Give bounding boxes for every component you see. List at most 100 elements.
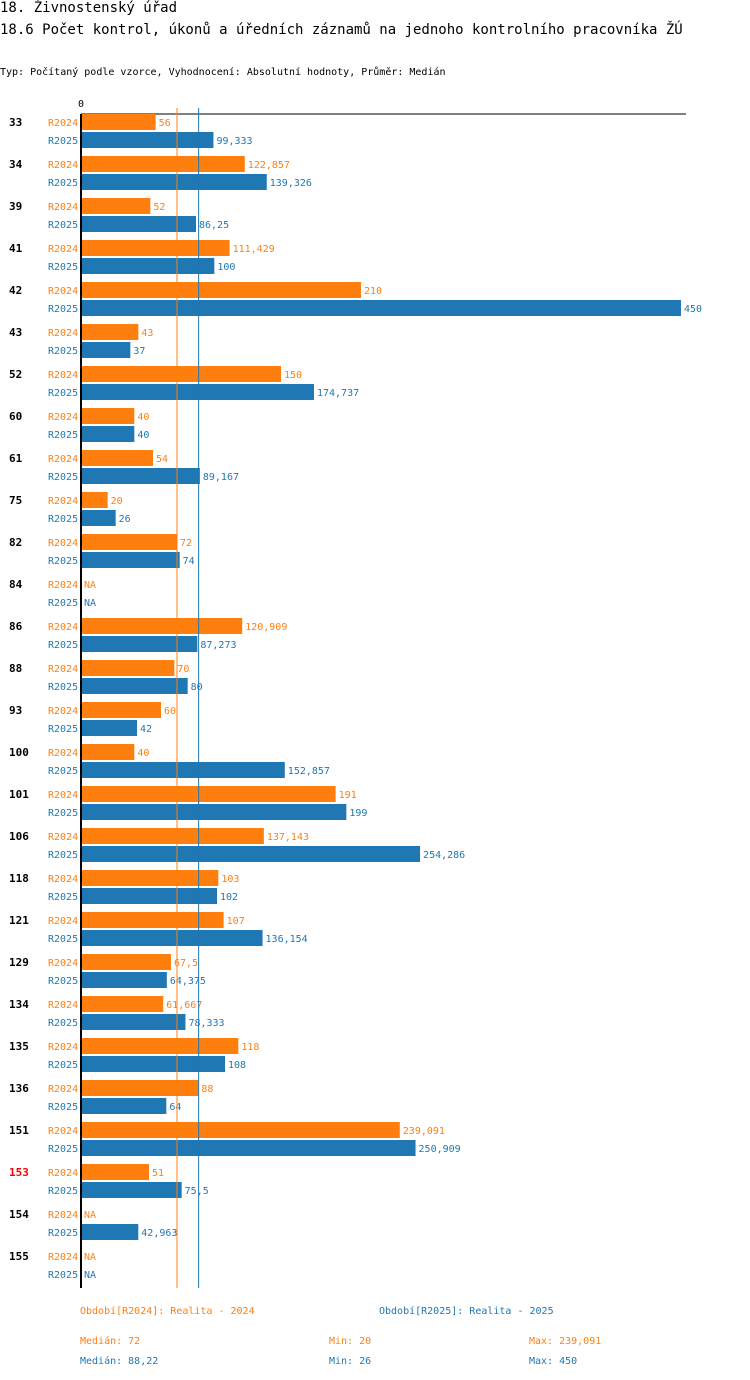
series-label-r2025: R2025: [48, 304, 78, 315]
bar-r2024: [81, 828, 264, 844]
series-label-r2025: R2025: [48, 514, 78, 525]
data-label-r2024: 88: [201, 1084, 213, 1095]
series-label-r2025: R2025: [48, 178, 78, 189]
data-label-r2025: 100: [217, 262, 235, 273]
series-label-r2024: R2024: [48, 160, 78, 171]
series-label-r2025: R2025: [48, 934, 78, 945]
series-label-r2025: R2025: [48, 598, 78, 609]
bar-r2025: [81, 1056, 225, 1072]
data-label-r2024: 51: [152, 1168, 164, 1179]
data-label-r2025: 199: [349, 808, 367, 819]
data-label-r2024: 52: [153, 202, 165, 213]
legend-r2024-period: Období[R2024]: Realita - 2024: [80, 1306, 255, 1317]
series-label-r2024: R2024: [48, 1000, 78, 1011]
bar-r2025: [81, 132, 214, 148]
category-label: 86: [9, 620, 23, 633]
axis-zero-tick-label: 0: [78, 99, 84, 110]
series-label-r2024: R2024: [48, 622, 78, 633]
bar-r2025: [81, 972, 167, 988]
series-label-r2025: R2025: [48, 724, 78, 735]
bar-r2025: [81, 342, 131, 358]
bar-r2024: [81, 324, 139, 340]
legend-r2024-max: Max: 239,091: [529, 1336, 602, 1347]
bar-r2024: [81, 744, 135, 760]
data-label-r2024: 118: [241, 1042, 259, 1053]
category-label: 88: [9, 662, 22, 675]
series-label-r2025: R2025: [48, 976, 78, 987]
bar-r2025: [81, 1098, 167, 1114]
legend-r2025-median: Medián: 88,22: [80, 1356, 159, 1367]
bar-r2024: [81, 618, 243, 634]
data-label-r2025: 87,273: [200, 640, 236, 651]
series-label-r2024: R2024: [48, 538, 78, 549]
series-label-r2024: R2024: [48, 664, 78, 675]
category-label: 151: [9, 1124, 29, 1137]
data-label-r2025: 26: [119, 514, 131, 525]
category-label: 42: [9, 284, 22, 297]
bar-r2025: [81, 846, 421, 862]
data-label-r2024: 107: [227, 916, 245, 927]
data-label-r2025: 64: [169, 1102, 181, 1113]
category-label: 39: [9, 200, 22, 213]
bar-r2025: [81, 510, 116, 526]
data-label-r2025: 86,25: [199, 220, 229, 231]
data-label-r2025: 37: [133, 346, 145, 357]
series-label-r2024: R2024: [48, 202, 78, 213]
data-label-r2025: NA: [84, 1270, 96, 1281]
report-title: 18. Živnostenský úřad: [0, 0, 178, 16]
series-label-r2024: R2024: [48, 244, 78, 255]
bar-r2025: [81, 426, 135, 442]
data-label-r2025: 108: [228, 1060, 246, 1071]
data-label-r2025: 78,333: [188, 1018, 224, 1029]
category-label: 93: [9, 704, 22, 717]
series-label-r2025: R2025: [48, 892, 78, 903]
bar-r2025: [81, 468, 200, 484]
data-label-r2024: 111,429: [233, 244, 275, 255]
bar-r2025: [81, 1014, 186, 1030]
series-label-r2024: R2024: [48, 958, 78, 969]
data-label-r2025: 64,375: [170, 976, 206, 987]
data-label-r2025: 99,333: [216, 136, 252, 147]
legend-r2025-period: Období[R2025]: Realita - 2025: [379, 1306, 554, 1317]
data-label-r2024: 60: [164, 706, 176, 717]
series-label-r2025: R2025: [48, 640, 78, 651]
series-label-r2025: R2025: [48, 850, 78, 861]
bar-r2025: [81, 636, 198, 652]
bar-r2025: [81, 678, 188, 694]
series-label-r2025: R2025: [48, 808, 78, 819]
bar-r2024: [81, 702, 161, 718]
category-label: 75: [9, 494, 22, 507]
bar-r2024: [81, 534, 177, 550]
category-label: 60: [9, 410, 22, 423]
category-label: 61: [9, 452, 23, 465]
series-label-r2025: R2025: [48, 1018, 78, 1029]
category-label: 118: [9, 872, 29, 885]
category-label: 134: [9, 998, 29, 1011]
bar-r2024: [81, 198, 151, 214]
data-label-r2025: 136,154: [266, 934, 308, 945]
series-label-r2025: R2025: [48, 430, 78, 441]
data-label-r2024: 43: [141, 328, 153, 339]
data-label-r2024: NA: [84, 1210, 96, 1221]
series-label-r2024: R2024: [48, 1168, 78, 1179]
data-label-r2024: 210: [364, 286, 382, 297]
bar-r2024: [81, 1164, 149, 1180]
category-label: 82: [9, 536, 22, 549]
data-label-r2025: 42,963: [141, 1228, 177, 1239]
bar-r2025: [81, 888, 217, 904]
category-label: 84: [9, 578, 23, 591]
bar-r2025: [81, 258, 215, 274]
legend-r2025-min: Min: 26: [329, 1356, 372, 1367]
category-label: 106: [9, 830, 29, 843]
series-label-r2025: R2025: [48, 1060, 78, 1071]
data-label-r2024: NA: [84, 1252, 96, 1263]
series-label-r2024: R2024: [48, 1042, 78, 1053]
bar-r2024: [81, 156, 245, 172]
series-label-r2024: R2024: [48, 706, 78, 717]
category-label: 100: [9, 746, 29, 759]
bar-r2024: [81, 114, 156, 130]
bar-r2025: [81, 174, 267, 190]
series-label-r2024: R2024: [48, 580, 78, 591]
series-label-r2025: R2025: [48, 1228, 78, 1239]
series-label-r2024: R2024: [48, 874, 78, 885]
